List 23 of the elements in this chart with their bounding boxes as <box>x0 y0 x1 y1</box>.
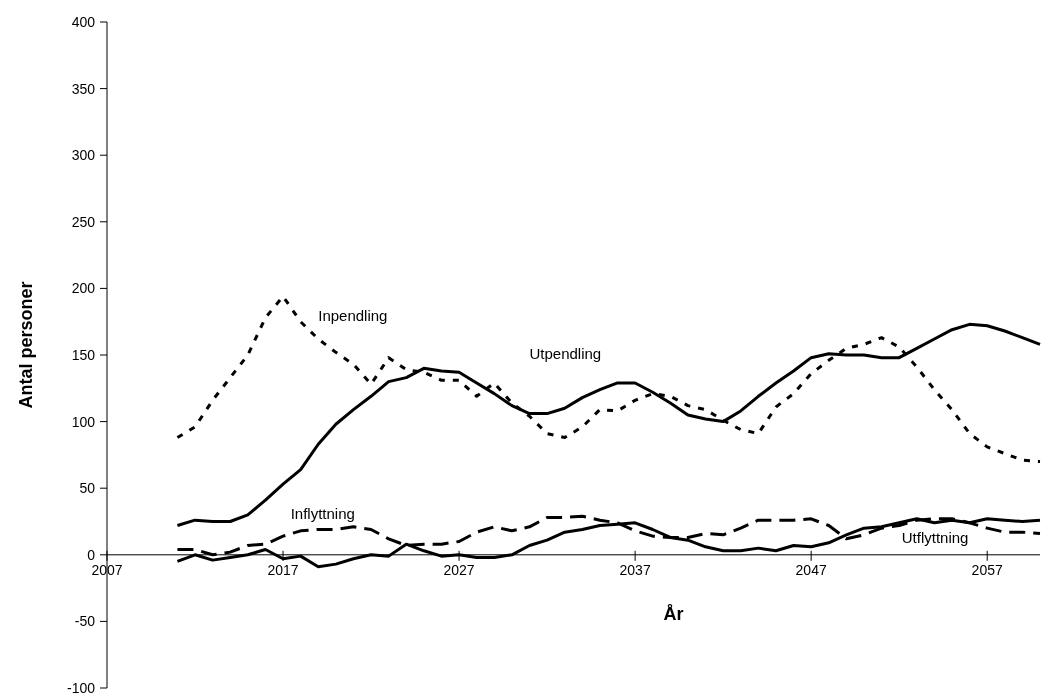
series-label: Inpendling <box>318 307 388 325</box>
x-tick-label: 2027 <box>443 561 475 578</box>
y-tick-label: 100 <box>71 413 96 430</box>
y-axis-title: Antal personer <box>16 281 36 409</box>
x-tick-label: 2007 <box>91 561 123 578</box>
x-axis-title: År <box>663 603 684 624</box>
y-tick-label: 350 <box>71 80 96 97</box>
x-tick-label: 2017 <box>267 561 299 578</box>
y-tick-label: 200 <box>71 280 96 297</box>
y-tick-label: 300 <box>71 147 96 164</box>
series-label: Inflyttning <box>290 504 355 522</box>
series-label: Utpendling <box>529 344 602 362</box>
x-tick-label: 2057 <box>971 561 1003 578</box>
y-tick-label: 400 <box>71 13 96 30</box>
y-tick-label: 150 <box>71 346 96 363</box>
y-tick-label: -50 <box>74 613 96 630</box>
series-label: Utflyttning <box>901 528 969 546</box>
x-tick-label: 2037 <box>619 561 651 578</box>
y-tick-label: 0 <box>87 546 96 563</box>
y-tick-label: 50 <box>79 480 96 497</box>
y-tick-label: -100 <box>66 679 96 696</box>
x-tick-label: 2047 <box>795 561 827 578</box>
y-tick-label: 250 <box>71 213 96 230</box>
